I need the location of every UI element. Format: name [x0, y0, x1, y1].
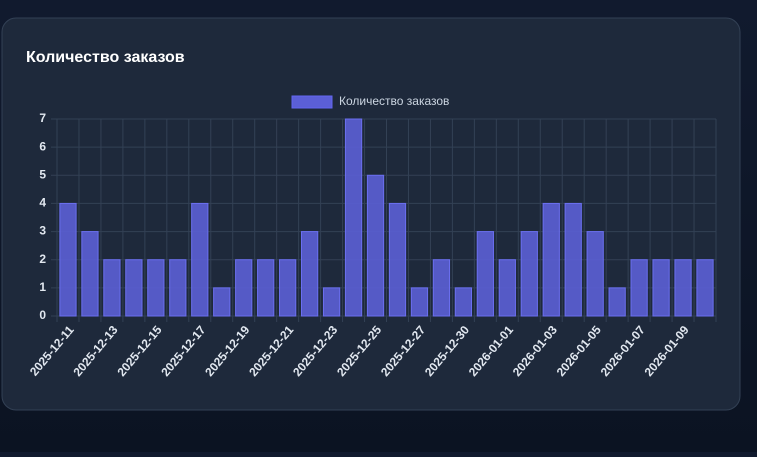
y-tick-label: 5: [39, 167, 46, 181]
y-tick-label: 7: [39, 111, 46, 125]
bar: [213, 287, 231, 317]
bar: [103, 259, 121, 317]
bar: [520, 231, 538, 317]
bar: [125, 259, 143, 317]
bar: [147, 259, 165, 317]
bar: [410, 287, 429, 317]
bar: [169, 259, 187, 317]
bar: [498, 259, 516, 317]
y-tick-label: 3: [39, 224, 46, 238]
y-tick-label: 2: [39, 252, 46, 266]
bar: [257, 259, 275, 317]
bar: [652, 259, 670, 317]
bar: [542, 202, 560, 317]
bar: [300, 231, 319, 317]
bar: [279, 259, 297, 317]
bar: [608, 287, 626, 317]
bar: [476, 231, 494, 317]
y-tick-label: 6: [39, 139, 46, 153]
bar: [388, 202, 407, 317]
bar: [191, 202, 209, 317]
y-tick-label: 4: [39, 196, 46, 210]
bar: [366, 174, 385, 317]
y-tick-label: 1: [39, 280, 46, 294]
legend-swatch: [291, 95, 333, 109]
bar: [235, 259, 253, 317]
bar: [674, 259, 692, 317]
bar: [322, 287, 341, 317]
bar: [454, 287, 473, 317]
bar: [586, 231, 604, 317]
bar: [630, 259, 648, 317]
bar: [344, 118, 363, 317]
y-tick-label: 0: [39, 308, 46, 322]
bar: [432, 259, 451, 317]
bar: [59, 202, 77, 317]
bar: [564, 202, 582, 317]
bar: [81, 231, 99, 317]
chart-title: Количество заказов: [26, 49, 185, 66]
bar: [696, 259, 714, 317]
legend-label: Количество заказов: [339, 94, 449, 108]
